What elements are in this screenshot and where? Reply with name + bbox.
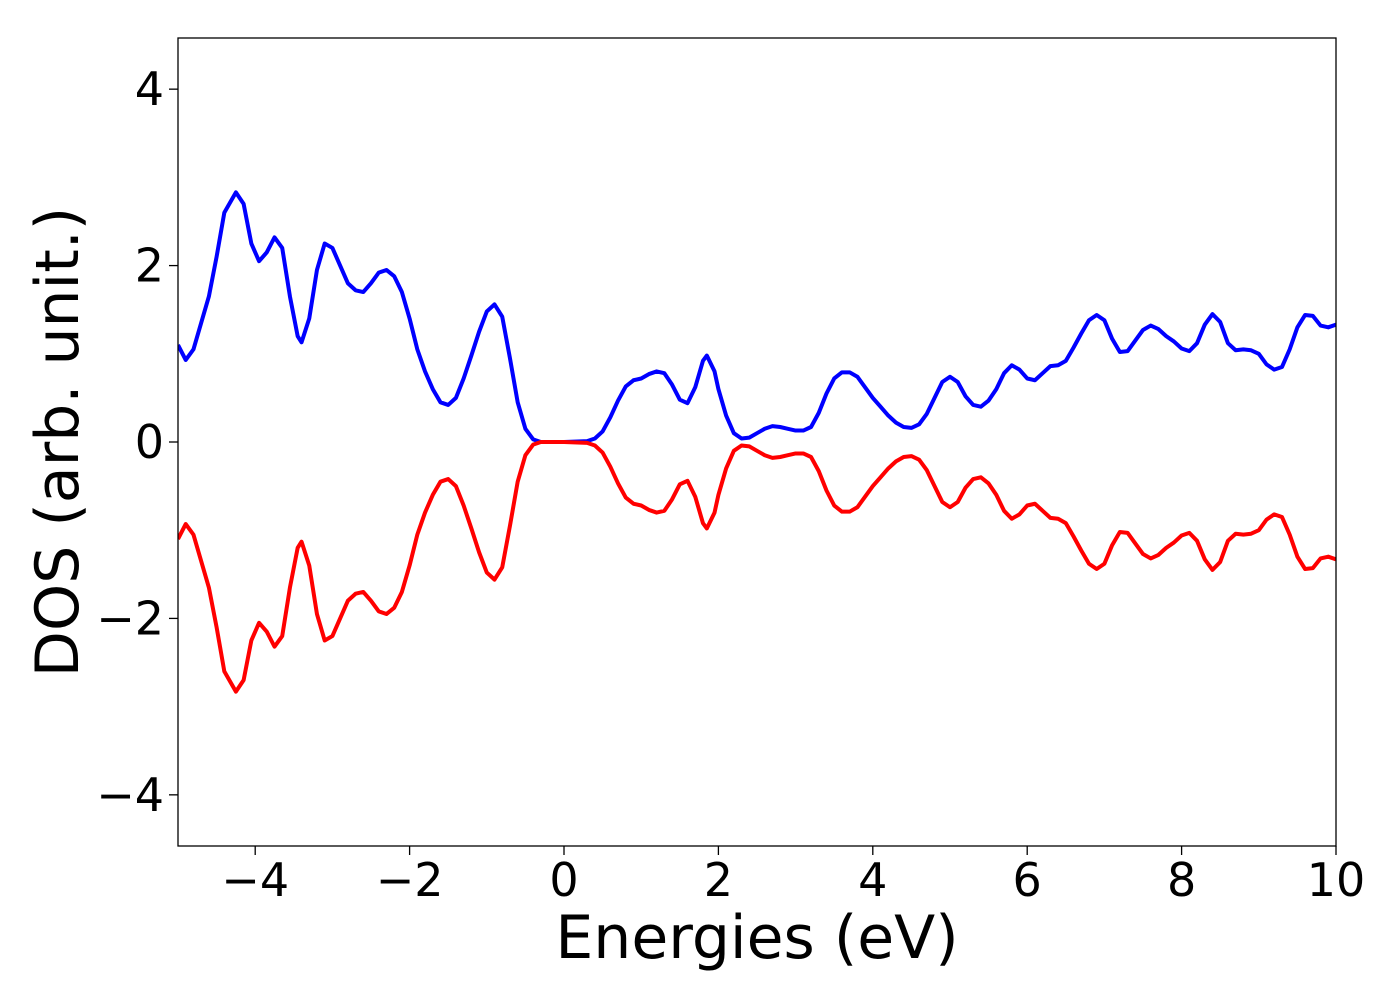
y-tick-label: 4 [135,62,164,116]
x-tick-label: 6 [1013,853,1042,907]
x-tick-label: 10 [1307,853,1366,907]
y-tick-label: −4 [96,768,164,822]
x-tick-label: −2 [376,853,444,907]
dos-line [178,440,1336,694]
x-tick-label: 8 [1167,853,1196,907]
y-axis-label: DOS (arb. unit.) [23,207,93,677]
x-tick-label: 0 [549,853,578,907]
plot-area [178,190,1336,694]
x-tick-label: 4 [858,853,887,907]
y-tick-label: 0 [135,415,164,469]
x-axis-label: Energies (eV) [555,903,958,973]
plot-frame [177,37,1337,847]
y-tick-label: 2 [135,239,164,293]
dos-line [178,190,1336,444]
x-tick-label: 2 [704,853,733,907]
y-tick-label: −2 [96,591,164,645]
x-tick-label: −4 [221,853,289,907]
